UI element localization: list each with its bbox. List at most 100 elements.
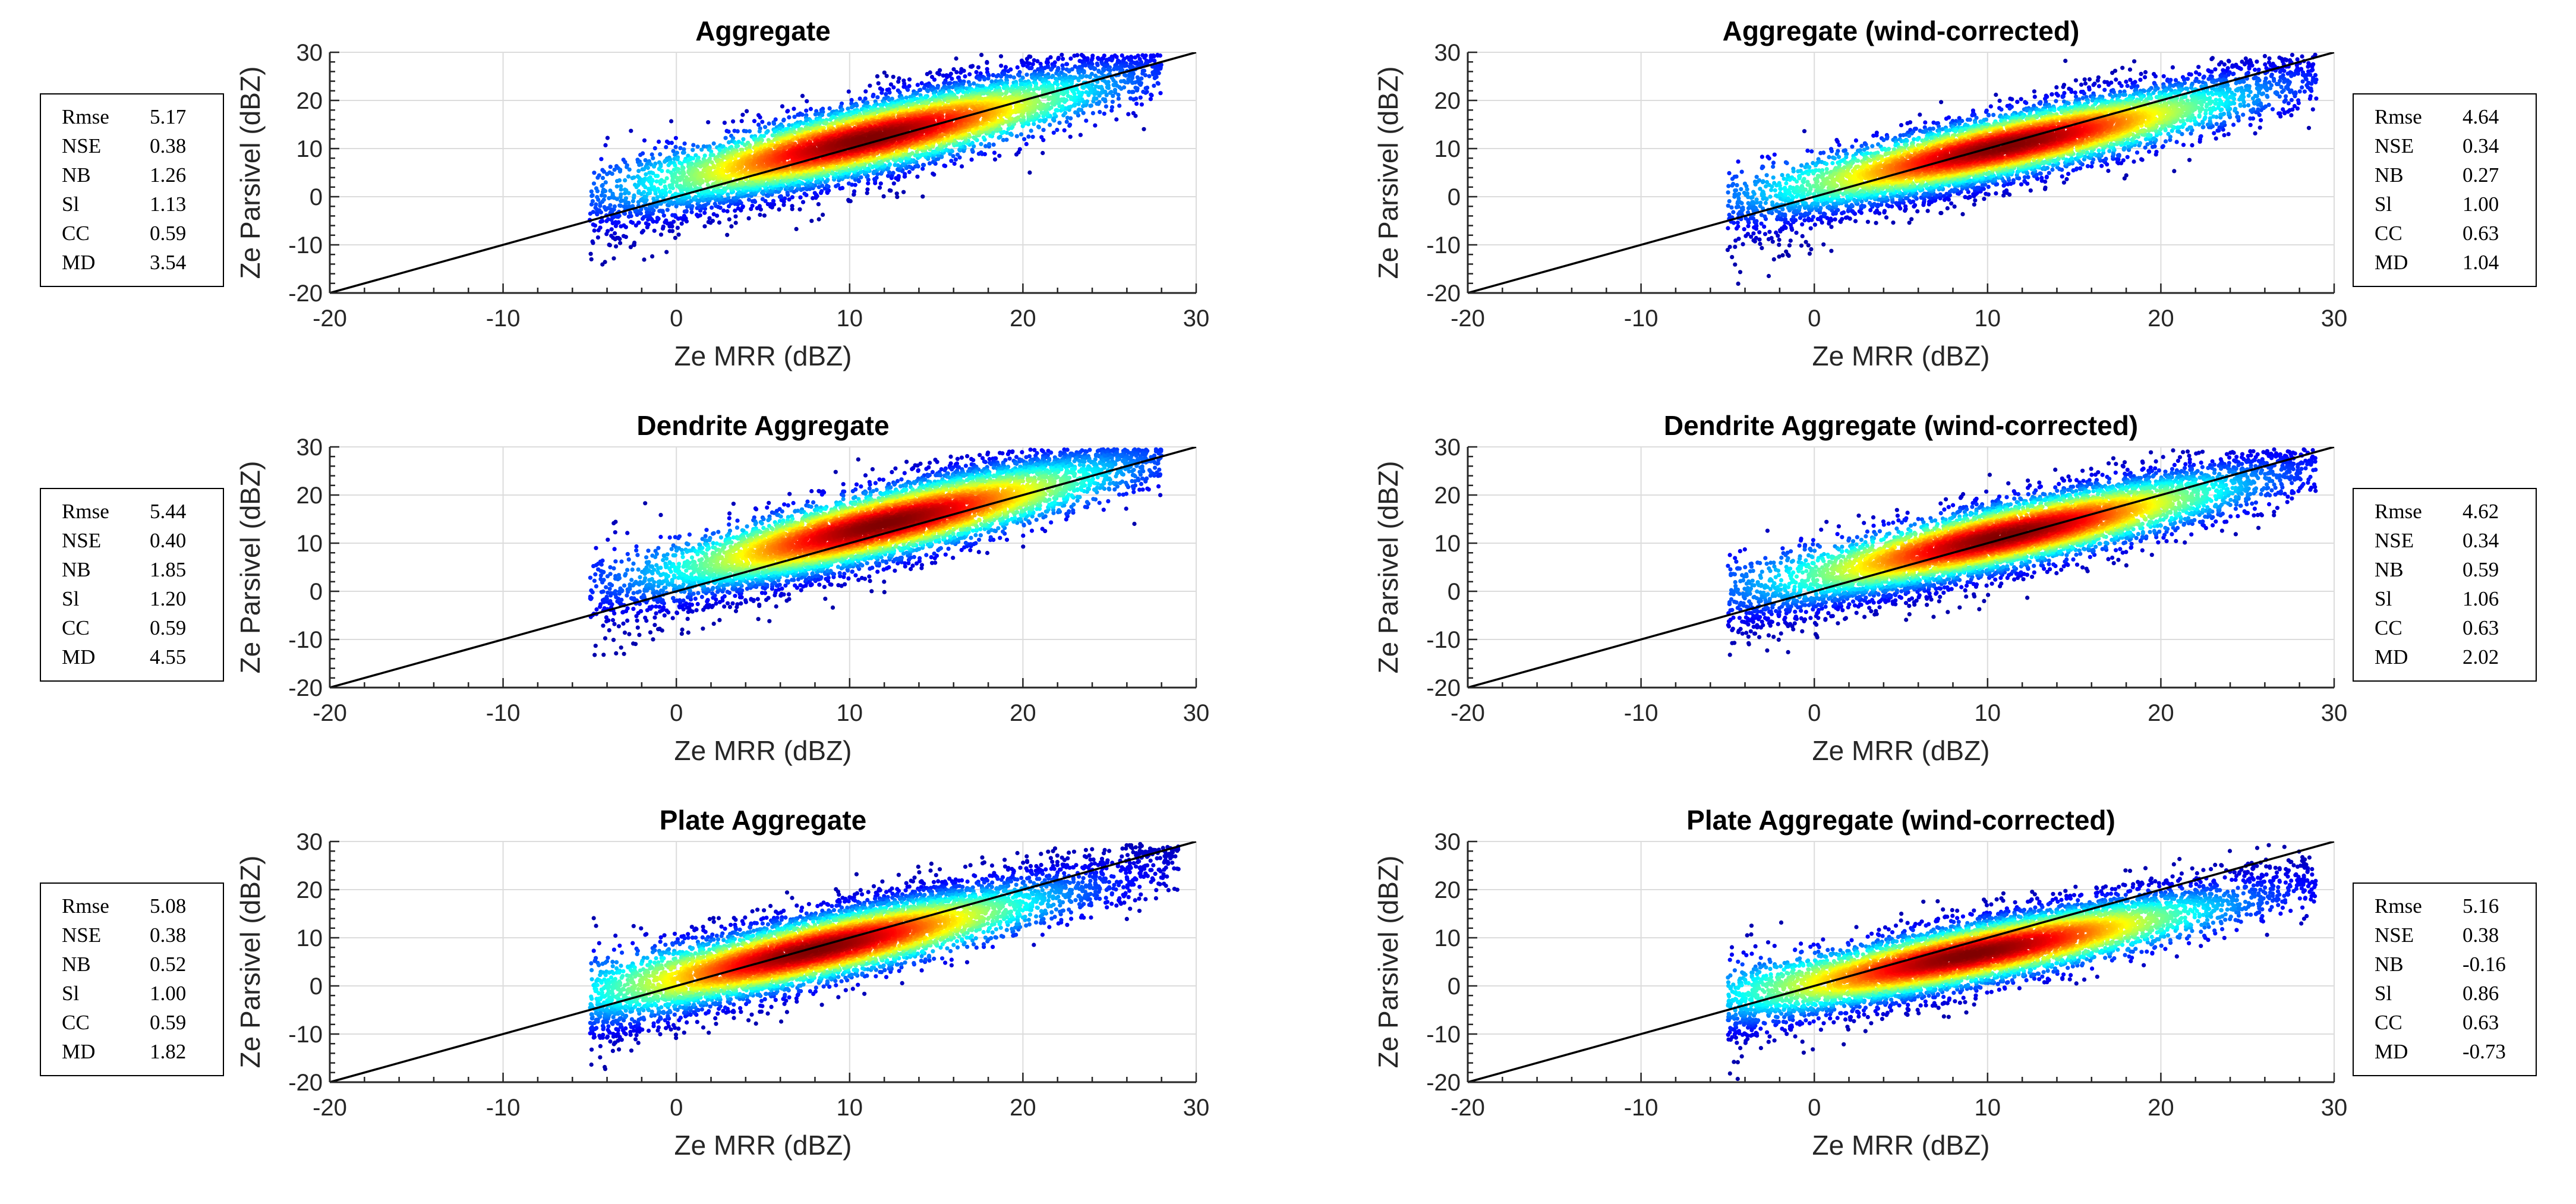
scatter-point: [606, 206, 610, 210]
scatter-point: [877, 185, 882, 190]
scatter-point: [627, 167, 632, 172]
scatter-point: [646, 187, 651, 191]
scatter-point: [855, 103, 859, 108]
scatter-point: [752, 119, 757, 124]
scatter-point: [1039, 111, 1044, 115]
scatter-point: [920, 194, 925, 199]
scatter-point: [887, 97, 891, 102]
scatter-point: [690, 156, 695, 161]
scatter-point: [816, 185, 821, 190]
scatter-point: [623, 196, 628, 201]
scatter-point: [1014, 134, 1019, 138]
scatter-point: [800, 93, 805, 98]
scatter-point: [895, 194, 900, 199]
scatter-point: [1061, 56, 1065, 61]
scatter-point: [978, 77, 982, 82]
scatter-point: [761, 189, 765, 194]
scatter-point: [742, 143, 747, 147]
scatter-point: [734, 144, 739, 149]
scatter-point: [1041, 150, 1045, 156]
scatter-point: [871, 94, 875, 99]
scatter-point: [712, 165, 717, 170]
scatter-point: [652, 185, 657, 190]
scatter-point: [1084, 90, 1089, 94]
scatter-point: [1080, 97, 1084, 102]
scatter-point: [690, 147, 695, 152]
scatter-point: [1126, 77, 1131, 81]
scatter-point: [650, 254, 655, 259]
scatter-point: [1038, 61, 1043, 67]
scatter-point: [963, 74, 967, 79]
scatter-point: [1057, 76, 1062, 81]
scatter-point: [623, 160, 628, 165]
scatter-point: [758, 115, 762, 119]
scatter-point: [1152, 75, 1157, 80]
scatter-point: [1049, 67, 1054, 72]
scatter-point: [589, 189, 594, 194]
scatter-point: [1017, 73, 1021, 78]
scatter-point: [792, 115, 797, 119]
scatter-point: [655, 174, 660, 178]
scatter-point: [747, 129, 752, 134]
scatter-point: [1140, 71, 1145, 76]
scatter-point: [876, 81, 881, 86]
scatter-point: [970, 147, 975, 152]
scatter-point: [651, 171, 655, 175]
scatter-point: [897, 76, 901, 81]
scatter-point: [600, 182, 605, 188]
scatter-point: [726, 192, 730, 197]
scatter-point: [901, 162, 906, 166]
scatter-point: [942, 81, 947, 86]
scatter-point: [1131, 111, 1136, 115]
scatter-point: [749, 191, 753, 196]
scatter-point: [982, 91, 986, 96]
scatter-point: [927, 161, 932, 166]
scatter-point: [811, 196, 815, 201]
scatter-point: [936, 156, 941, 161]
scatter-point: [853, 182, 857, 187]
scatter-point: [1152, 83, 1156, 88]
scatter-point: [605, 172, 610, 176]
scatter-point: [758, 207, 763, 212]
scatter-point: [1084, 99, 1089, 104]
scatter-point: [645, 210, 649, 215]
scatter-point: [1017, 147, 1022, 152]
scatter-point: [790, 185, 794, 190]
scatter-point: [1041, 128, 1046, 133]
scatter-point: [664, 250, 669, 254]
scatter-point: [1065, 62, 1070, 67]
scatter-point: [1014, 103, 1019, 108]
scatter-point: [875, 95, 880, 100]
scatter-point: [1076, 90, 1081, 95]
scatter-point: [852, 189, 857, 194]
scatter-point: [944, 147, 948, 152]
scatter-point: [1148, 97, 1153, 102]
scatter-point: [804, 108, 809, 113]
scatter-point: [1115, 67, 1120, 71]
scatter-point: [665, 207, 670, 212]
scatter-point: [808, 106, 813, 111]
scatter-point: [1035, 59, 1040, 64]
scatter-point: [690, 204, 695, 209]
scatter-point: [726, 196, 731, 200]
scatter-point: [1011, 75, 1016, 80]
scatter-point: [1155, 81, 1160, 86]
scatter-point: [760, 119, 765, 124]
scatter-point: [1068, 56, 1073, 61]
scatter-point: [602, 205, 607, 210]
scatter-point: [727, 217, 732, 222]
scatter-point: [1022, 137, 1027, 141]
scatter-point: [629, 128, 633, 133]
scatter-points: [587, 52, 1164, 267]
scatter-point: [850, 122, 855, 127]
scatter-point: [1103, 104, 1108, 109]
scatter-point: [1142, 127, 1146, 131]
scatter-point: [951, 154, 956, 159]
scatter-point: [915, 83, 920, 87]
scatter-point: [623, 178, 628, 182]
scatter-point: [675, 225, 680, 230]
scatter-point: [846, 106, 850, 111]
scatter-point: [1026, 134, 1031, 139]
scatter-point: [910, 151, 915, 156]
scatter-point: [706, 120, 711, 125]
